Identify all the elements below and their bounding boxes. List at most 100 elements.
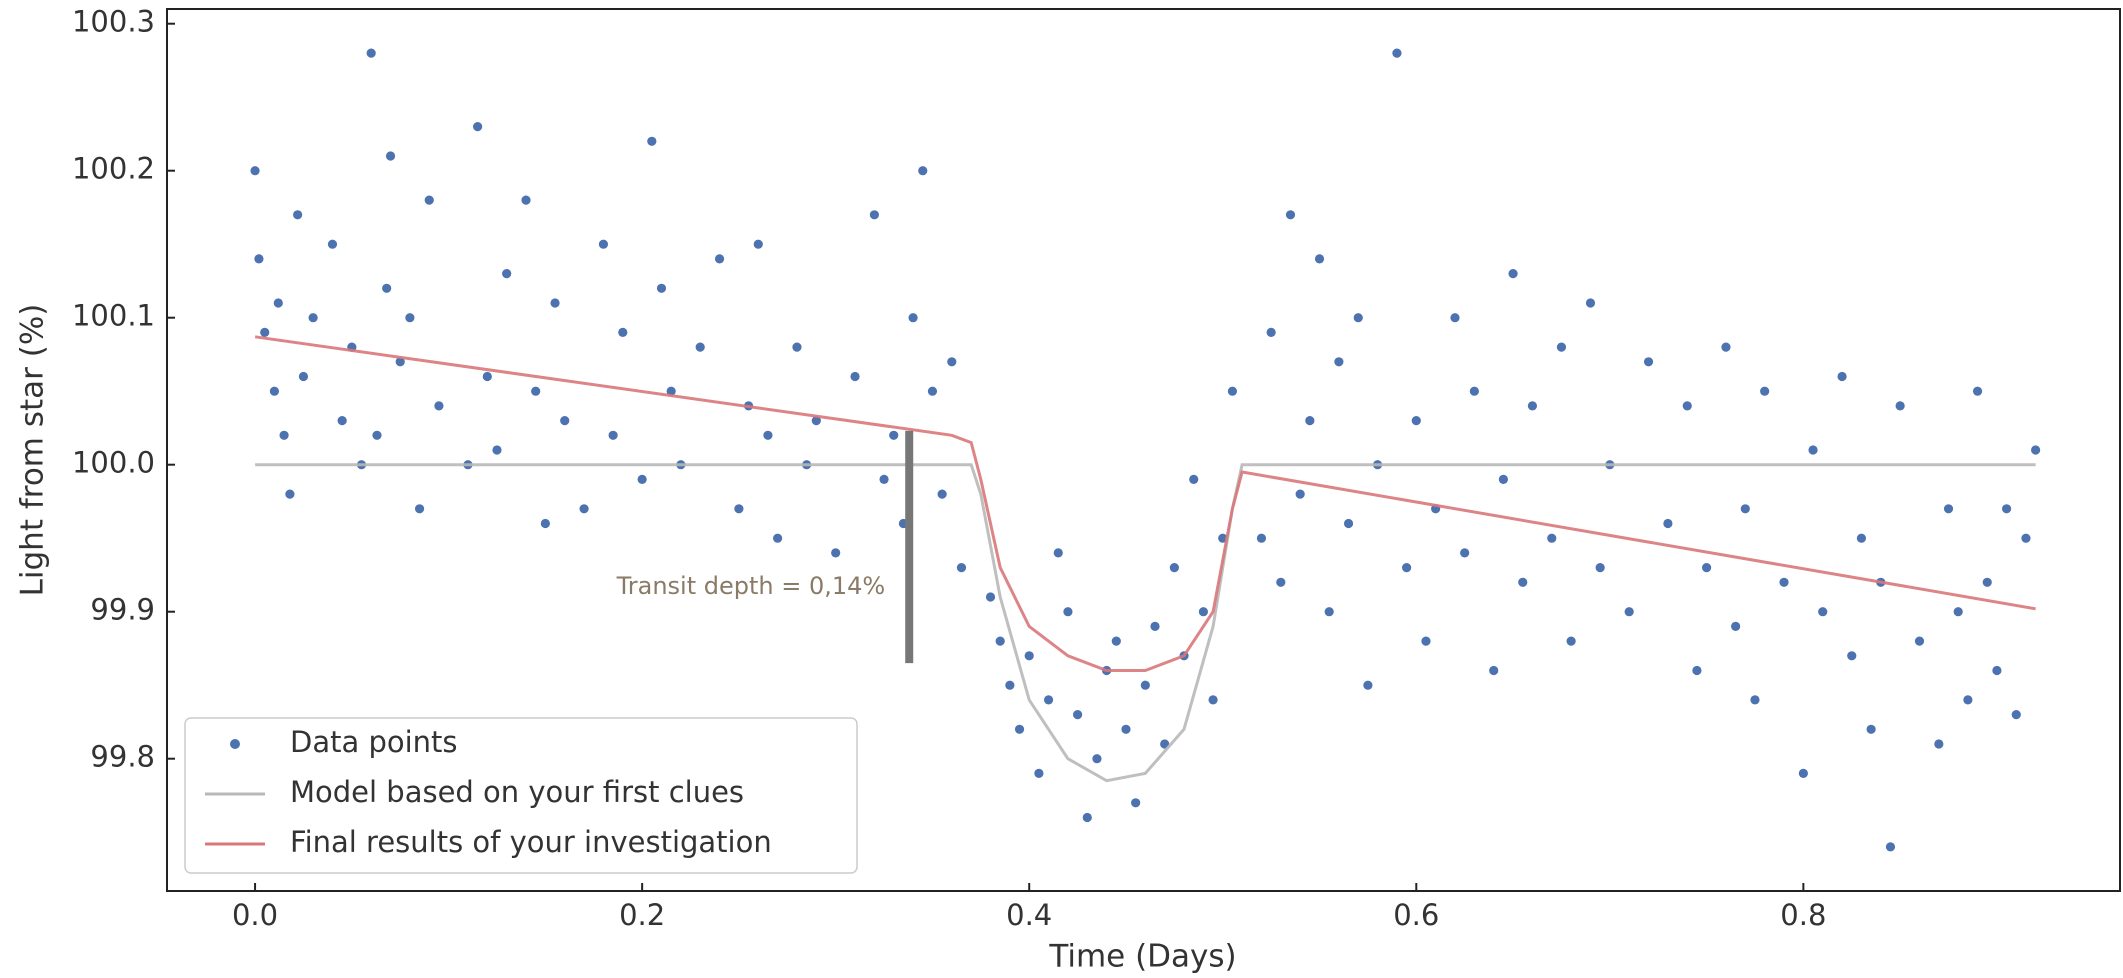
data-point (2011, 710, 2021, 720)
data-point (1982, 577, 1992, 587)
data-point (1014, 724, 1025, 734)
data-point (1721, 342, 1731, 352)
data-point (937, 489, 947, 499)
data-point (1034, 768, 1044, 779)
data-point (1750, 695, 1760, 705)
data-point (637, 474, 647, 484)
data-point (1731, 621, 1741, 632)
data-point (1140, 680, 1150, 690)
data-point (502, 269, 512, 279)
data-point (1953, 607, 1963, 617)
data-point (714, 254, 725, 264)
data-point (598, 239, 609, 249)
data-point (550, 298, 560, 308)
x-tick-label: 0.2 (619, 898, 665, 932)
data-point (279, 430, 289, 440)
data-point (1992, 665, 2002, 676)
data-point (1169, 563, 1179, 573)
data-point (985, 592, 996, 602)
y-tick-label: 100.3 (72, 5, 155, 39)
data-point (327, 239, 338, 249)
data-point (1963, 695, 1973, 705)
x-tick-label: 0.4 (1006, 898, 1052, 932)
data-point (482, 371, 492, 382)
data-point (1943, 504, 1954, 514)
data-point (308, 313, 318, 323)
data-point (1131, 798, 1141, 808)
data-point (811, 416, 821, 426)
plot-frame (166, 8, 2121, 892)
data-point (995, 636, 1005, 646)
data-point (579, 504, 589, 514)
data-point (1702, 563, 1712, 573)
data-point (285, 489, 295, 499)
data-point (656, 283, 667, 293)
data-point (1469, 386, 1479, 396)
data-point (1914, 636, 1925, 646)
data-point (273, 298, 283, 308)
data-point (927, 386, 938, 396)
data-point (773, 533, 783, 543)
data-point (1053, 548, 1063, 558)
legend-label: Data points (290, 725, 458, 759)
x-tick-label: 0.6 (1393, 898, 1439, 932)
data-point (1692, 665, 1702, 676)
data-point (1518, 577, 1528, 587)
data-point (1392, 48, 1402, 58)
data-point (1198, 607, 1209, 617)
data-point (1527, 401, 1538, 411)
data-point (372, 430, 382, 440)
data-point (1885, 842, 1896, 852)
annotation: Transit depth = 0,14% (616, 572, 886, 600)
data-point (1508, 269, 1518, 279)
legend-box (184, 717, 858, 874)
data-point (473, 122, 483, 132)
data-point (298, 371, 309, 382)
data-point (1585, 298, 1596, 308)
data-point (1847, 651, 1857, 661)
data-point (1334, 357, 1344, 367)
y-axis-label: Light from star (%) (15, 304, 51, 597)
data-point (366, 48, 376, 58)
legend-label: Model based on your first clues (290, 775, 744, 809)
data-point (947, 357, 957, 367)
y-tick-label: 99.9 (90, 593, 155, 627)
data-point (1421, 636, 1431, 646)
data-point (293, 210, 303, 220)
data-point (560, 416, 570, 426)
data-point (1450, 313, 1460, 323)
data-point (1866, 724, 1876, 734)
data-point (695, 342, 705, 352)
y-tick-label: 99.8 (90, 740, 155, 774)
legend-label: Final results of your investigation (290, 825, 772, 859)
data-point (1285, 210, 1296, 220)
legend-marker (230, 739, 240, 749)
data-point (260, 327, 270, 337)
data-point (1353, 313, 1363, 323)
data-point (1363, 680, 1373, 690)
data-point (1595, 563, 1605, 573)
data-point (250, 166, 260, 176)
data-point (1760, 386, 1770, 396)
data-point (1663, 518, 1673, 529)
data-point (337, 416, 347, 426)
data-point (414, 504, 425, 514)
data-point (831, 548, 841, 558)
data-point (666, 386, 676, 396)
x-axis-label: Time (Days) (1048, 939, 1236, 975)
data-point (869, 210, 879, 220)
data-point (405, 313, 415, 323)
data-point (1150, 621, 1160, 632)
data-point (382, 283, 392, 293)
data-point (1266, 327, 1276, 337)
data-point (1547, 533, 1557, 543)
data-point (1972, 386, 1983, 396)
data-point (1779, 577, 1789, 587)
data-point (492, 445, 502, 455)
data-point (1160, 739, 1170, 749)
data-point (879, 474, 889, 484)
data-point (1808, 445, 1818, 455)
data-point (647, 136, 657, 146)
